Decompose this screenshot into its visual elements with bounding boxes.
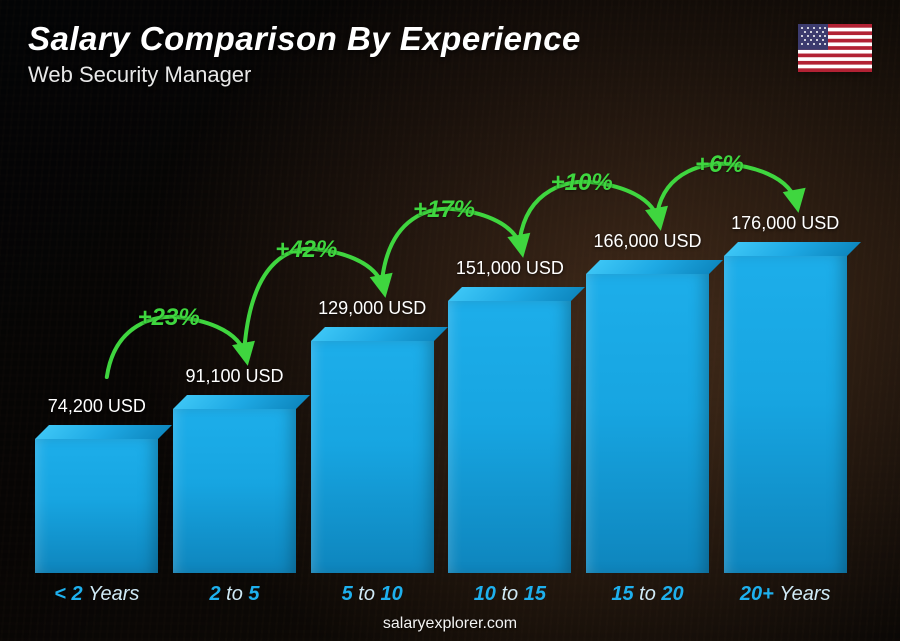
bar-value-label: 129,000 USD (318, 298, 426, 319)
x-axis-label: 10 to 15 (443, 583, 577, 606)
page-subtitle: Web Security Manager (28, 62, 251, 88)
bar (311, 341, 434, 573)
bar (724, 256, 847, 573)
bars-row: 74,200 USD< 2 Years91,100 USD2 to 5129,0… (30, 93, 852, 573)
x-axis-label: < 2 Years (30, 583, 164, 606)
bar-value-label: 176,000 USD (731, 213, 839, 234)
x-axis-label: 2 to 5 (168, 583, 302, 606)
bar-top-face (311, 327, 448, 341)
bar-value-label: 166,000 USD (593, 231, 701, 252)
page-title: Salary Comparison By Experience (28, 20, 581, 58)
bar-group: 91,100 USD2 to 5 (168, 93, 302, 573)
x-axis-label: 15 to 20 (581, 583, 715, 606)
bar-top-face (35, 425, 172, 439)
bar (448, 301, 571, 573)
bar-top-face (586, 260, 723, 274)
bar (35, 439, 158, 573)
bar (586, 274, 709, 573)
bar-value-label: 151,000 USD (456, 258, 564, 279)
bar-group: 74,200 USD< 2 Years (30, 93, 164, 573)
x-axis-label: 20+ Years (718, 583, 852, 606)
chart-container: Salary Comparison By Experience Web Secu… (0, 0, 900, 641)
us-flag-icon (798, 24, 872, 72)
bar-group: 176,000 USD20+ Years (718, 93, 852, 573)
bar-top-face (448, 287, 585, 301)
bar (173, 409, 296, 573)
bar-top-face (724, 242, 861, 256)
bar-top-face (173, 395, 310, 409)
bar-group: 151,000 USD10 to 15 (443, 93, 577, 573)
bar-chart: +23%+42%+17%+10%+6% 74,200 USD< 2 Years9… (30, 93, 852, 573)
bar-value-label: 91,100 USD (185, 366, 283, 387)
bar-group: 129,000 USD5 to 10 (305, 93, 439, 573)
footer-source: salaryexplorer.com (0, 615, 900, 633)
x-axis-label: 5 to 10 (305, 583, 439, 606)
bar-value-label: 74,200 USD (48, 396, 146, 417)
bar-group: 166,000 USD15 to 20 (581, 93, 715, 573)
